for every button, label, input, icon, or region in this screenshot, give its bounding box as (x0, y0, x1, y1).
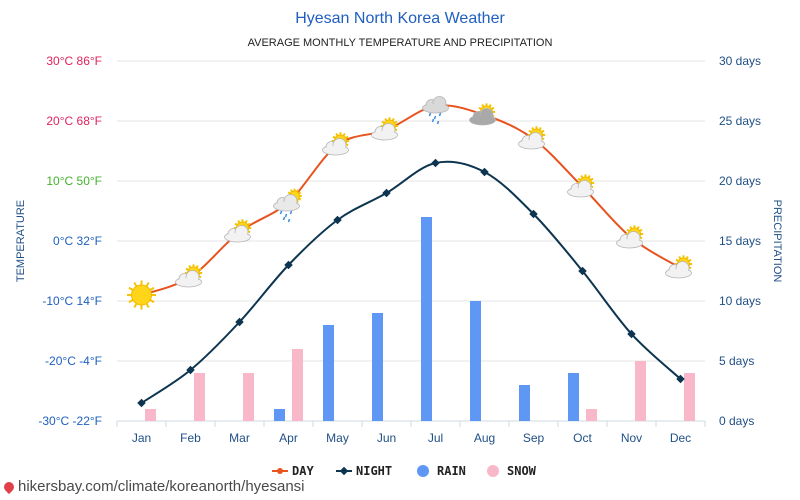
snow-bar (635, 361, 646, 421)
night-point (578, 266, 587, 276)
rain-bar (372, 313, 383, 421)
night-point (431, 158, 440, 168)
partly-cloudy-icon (371, 117, 399, 141)
left-tick-label: 20°C 68°F (46, 114, 102, 128)
rain-bar (421, 217, 432, 421)
right-tick-label: 10 days (719, 294, 761, 308)
right-tick-label: 25 days (719, 114, 761, 128)
night-point (186, 365, 195, 375)
left-tick-label: -10°C 14°F (42, 294, 102, 308)
partly-cloudy-icon (518, 126, 546, 150)
month-label: Apr (279, 431, 298, 445)
left-tick-label: 0°C 32°F (53, 234, 102, 248)
legend-label: DAY (292, 464, 314, 478)
chart-title: Hyesan North Korea Weather (295, 10, 505, 27)
rain-bar (519, 385, 530, 421)
legend-item-snow: SNOW (487, 464, 537, 478)
night-point (284, 260, 293, 270)
month-label: May (326, 431, 349, 445)
night-point (235, 317, 244, 327)
partly-cloudy-icon (567, 174, 595, 198)
precipitation-bars (145, 217, 695, 421)
legend-label: SNOW (507, 464, 537, 478)
night-line (140, 160, 682, 404)
legend: DAY NIGHT RAIN SNOW (272, 464, 537, 478)
month-label: Nov (621, 431, 642, 445)
legend-night-marker (339, 466, 349, 476)
partly-cloudy-icon (224, 219, 252, 243)
month-label: Sep (523, 431, 545, 445)
night-point (480, 167, 489, 177)
right-tick-label: 5 days (719, 354, 754, 368)
watermark-text: hikersbay.com/climate/koreanorth/hyesans… (18, 478, 305, 495)
night-point (676, 374, 685, 384)
month-label: Feb (180, 431, 201, 445)
night-point (137, 398, 146, 408)
sun-icon (127, 280, 156, 310)
right-tick-label: 30 days (719, 54, 761, 68)
month-label: Mar (229, 431, 250, 445)
legend-label: NIGHT (356, 464, 392, 478)
rain-bar (470, 301, 481, 421)
right-tick-label: 20 days (719, 174, 761, 188)
rain-bar (568, 373, 579, 421)
partly-cloudy-icon (322, 132, 350, 156)
partly-cloudy-icon (665, 255, 693, 279)
legend-day-marker (277, 468, 283, 474)
snow-bar (684, 373, 695, 421)
month-label: Jul (428, 431, 443, 445)
left-tick-label: -30°C -22°F (38, 414, 102, 428)
night-point (382, 188, 391, 198)
night-point (627, 329, 636, 339)
rain-cloud-icon (422, 96, 449, 125)
legend-item-day: DAY (272, 464, 314, 478)
rain-bar (274, 409, 285, 421)
grid-lines (117, 60, 705, 422)
cloudy-sun-icon (469, 103, 496, 126)
snow-bar (586, 409, 597, 421)
partly-cloudy-icon (616, 225, 644, 249)
right-tick-label: 0 days (719, 414, 754, 428)
temperature-lines (137, 104, 685, 408)
month-label: Aug (474, 431, 495, 445)
month-axis: Jan Feb Mar Apr May Jun Jul Aug Sep Oct Nov Dec (116, 421, 706, 445)
chart-subtitle: AVERAGE MONTHLY TEMPERATURE AND PRECIPIT… (248, 37, 553, 49)
cloud-rain-sun-icon (273, 188, 302, 223)
left-tick-label: -20°C -4°F (45, 354, 102, 368)
month-label: Jun (377, 431, 396, 445)
left-tick-label: 10°C 50°F (46, 174, 102, 188)
left-tick-label: 30°C 86°F (46, 54, 102, 68)
left-axis-ticks: 30°C 86°F 20°C 68°F 10°C 50°F 0°C 32°F -10°C… (38, 54, 102, 428)
snow-bar (194, 373, 205, 421)
night-point (333, 215, 342, 225)
month-label: Oct (573, 431, 592, 445)
location-pin-icon (1, 479, 17, 495)
right-axis-ticks: 30 days 25 days 20 days 15 days 10 days 5 day… (719, 54, 761, 428)
snow-bar (243, 373, 254, 421)
watermark[interactable]: hikersbay.com/climate/koreanorth/hyesans… (1, 478, 305, 495)
legend-label: RAIN (437, 464, 466, 478)
month-label: Jan (132, 431, 151, 445)
left-axis-title: TEMPERATURE (15, 200, 27, 282)
legend-snow-swatch (487, 465, 499, 477)
month-label: Dec (670, 431, 691, 445)
legend-rain-swatch (417, 465, 429, 477)
partly-cloudy-icon (175, 264, 203, 288)
weather-icons (127, 96, 693, 310)
right-axis-title: PRECIPITATION (771, 200, 783, 283)
snow-bar (292, 349, 303, 421)
legend-item-rain: RAIN (417, 464, 466, 478)
legend-item-night: NIGHT (336, 464, 392, 478)
rain-bar (323, 325, 334, 421)
day-line (141, 104, 682, 296)
snow-bar (145, 409, 156, 421)
right-tick-label: 15 days (719, 234, 761, 248)
